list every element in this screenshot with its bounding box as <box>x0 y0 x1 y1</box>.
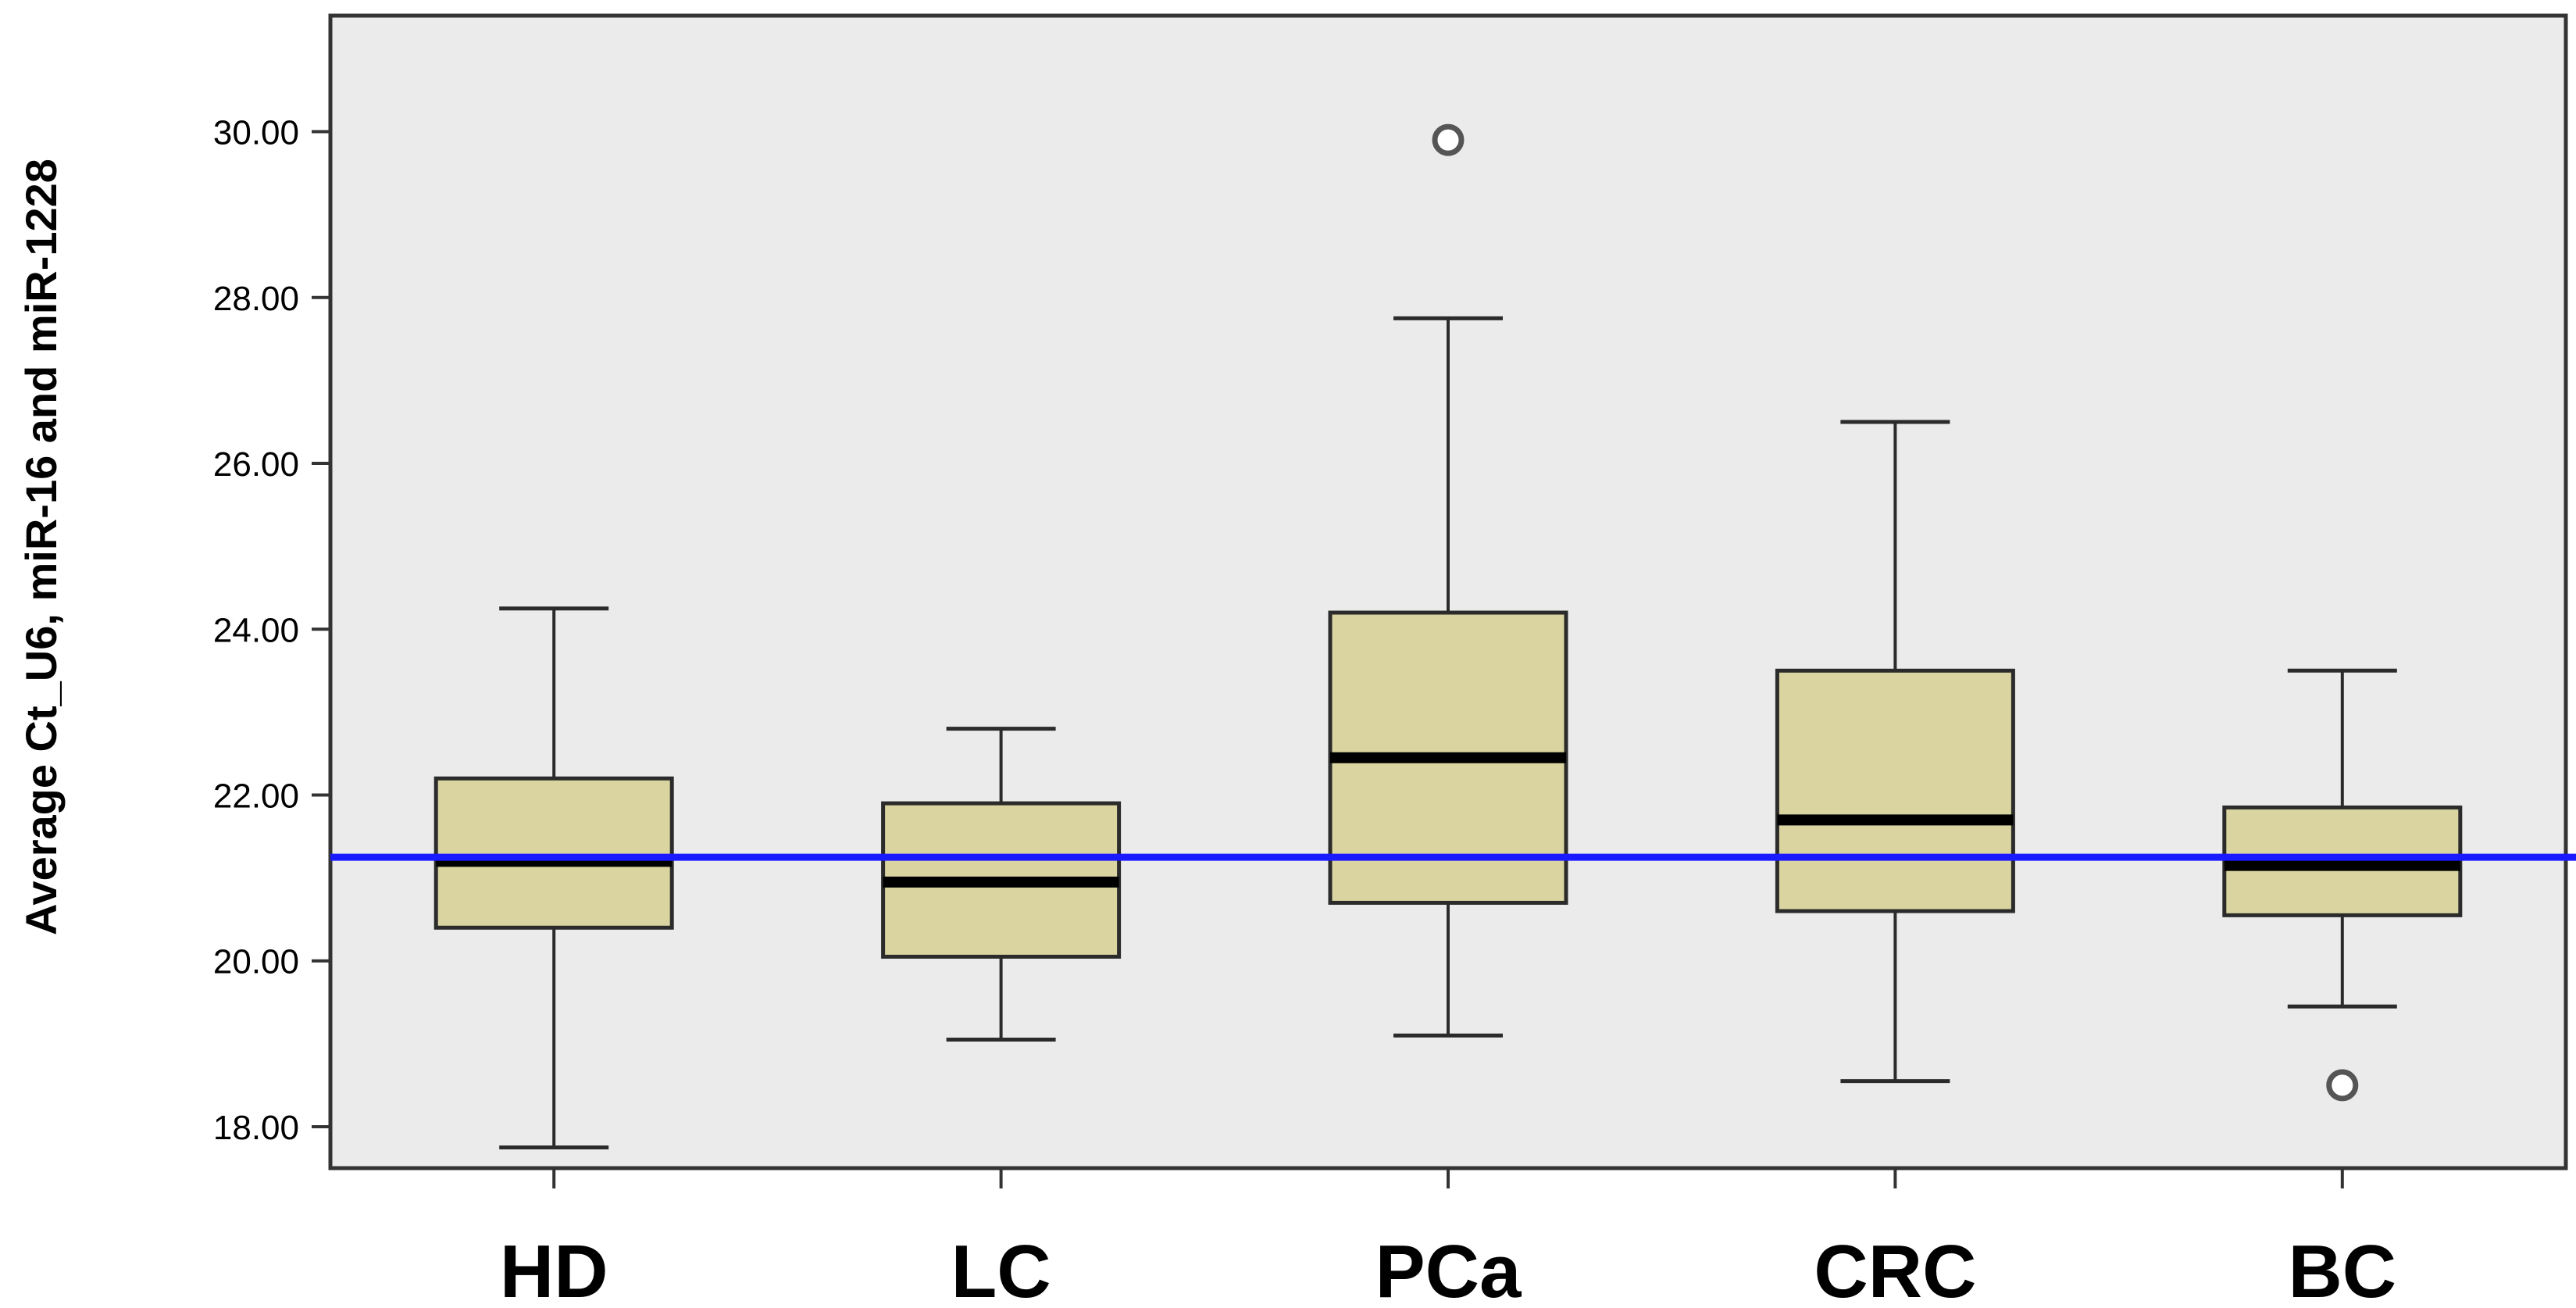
y-axis-ticks: 18.00 20.00 22.00 24.00 26.00 28.00 30.00 <box>213 114 330 1147</box>
y-tick-label: 20.00 <box>213 943 299 981</box>
box-group-lc <box>881 727 1122 1042</box>
box-group-bc <box>2222 668 2463 1102</box>
x-tick-label: CRC <box>1814 1230 1976 1308</box>
x-axis-ticks: HD LC PCa CRC BC <box>500 1168 2396 1308</box>
y-tick-label: 26.00 <box>213 445 299 484</box>
box-iqr <box>1775 668 2015 913</box>
y-axis-title: Average Ct_U6, miR-16 and miR-1228 <box>16 159 66 935</box>
x-tick-label: LC <box>951 1230 1051 1308</box>
x-tick-label: BC <box>2288 1230 2396 1308</box>
y-tick-label: 24.00 <box>213 611 299 649</box>
box-group-crc <box>1775 420 2015 1084</box>
y-tick-label: 28.00 <box>213 280 299 318</box>
y-tick-label: 22.00 <box>213 777 299 815</box>
outlier-point <box>2326 1069 2359 1102</box>
x-tick-label: HD <box>500 1230 608 1308</box>
y-tick-label: 30.00 <box>213 114 299 152</box>
box-iqr <box>433 776 674 930</box>
chart-marks <box>330 123 2576 1149</box>
outlier-point <box>1432 123 1465 156</box>
x-tick-label: PCa <box>1375 1230 1522 1308</box>
y-tick-label: 18.00 <box>213 1109 299 1147</box>
box-group-hd <box>433 606 674 1149</box>
